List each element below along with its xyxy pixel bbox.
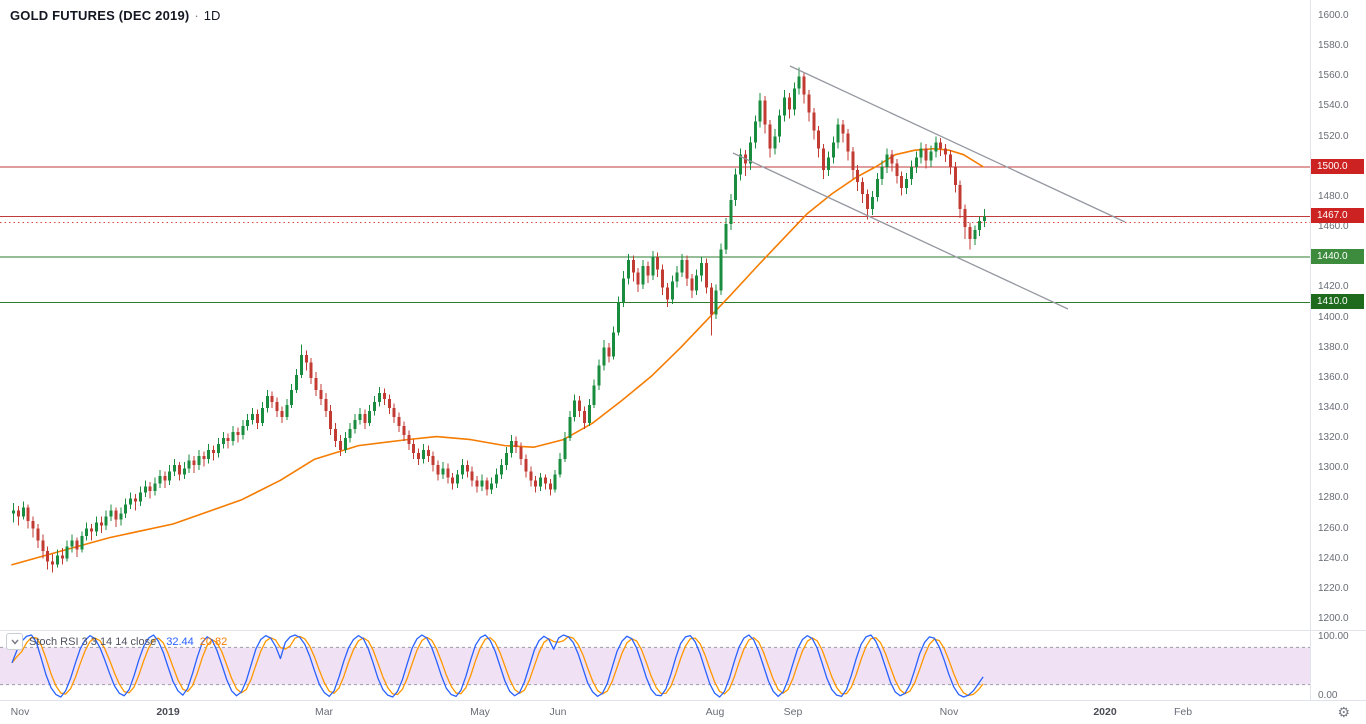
trend-channel-upper-line[interactable] <box>789 65 1126 223</box>
price-tick-label: 1480.0 <box>1318 191 1349 202</box>
stoch-d-value: 20.82 <box>199 635 228 648</box>
indicator-params: 3 3 14 14 close <box>81 635 157 648</box>
price-tick-label: 1580.0 <box>1318 40 1349 51</box>
pane-divider-axis <box>1311 630 1366 631</box>
legend-separator: · <box>194 8 199 23</box>
price-level-label: 1440.0 <box>1311 249 1364 264</box>
time-axis[interactable]: ⚙ Nov 2019 Mar May Jun Aug Sep Nov 2020 Feb <box>0 700 1366 724</box>
price-tick-label: 1420.0 <box>1318 281 1349 292</box>
stoch-k-value: 32.44 <box>166 635 194 648</box>
price-tick-label: 1200.0 <box>1318 613 1349 624</box>
price-tick-label: 1380.0 <box>1318 342 1349 353</box>
stoch-k-line[interactable] <box>11 634 984 698</box>
chart-canvas[interactable] <box>0 0 1366 700</box>
indicator-name: Stoch RSI <box>29 635 79 648</box>
time-tick-label: Mar <box>314 706 334 718</box>
moving-average-line[interactable] <box>11 147 984 566</box>
price-tick-label: 0.00 <box>1318 690 1338 701</box>
price-tick-label: 1540.0 <box>1318 100 1349 111</box>
indicator-collapse-button[interactable] <box>6 633 23 650</box>
chart-legend: GOLD FUTURES (DEC 2019) · 1D <box>10 8 220 23</box>
price-tick-label: 1560.0 <box>1318 70 1349 81</box>
price-level-label: 1467.0 <box>1311 208 1364 223</box>
price-tick-label: 1520.0 <box>1318 131 1349 142</box>
price-tick-label: 1360.0 <box>1318 372 1349 383</box>
indicator-legend: Stoch RSI 3 3 14 14 close 32.44 20.82 <box>6 633 227 650</box>
price-tick-label: 1300.0 <box>1318 462 1349 473</box>
time-tick-label: Aug <box>705 706 725 718</box>
trend-channel-lower-line[interactable] <box>732 152 1069 310</box>
price-tick-label: 1240.0 <box>1318 553 1349 564</box>
time-tick-label: Nov <box>939 706 959 718</box>
time-tick-label: 2020 <box>1093 706 1117 718</box>
time-tick-label: Nov <box>10 706 30 718</box>
price-tick-label: 1260.0 <box>1318 523 1349 534</box>
price-tick-label: 100.00 <box>1318 631 1349 642</box>
time-tick-label: Sep <box>783 706 803 718</box>
price-tick-label: 1600.0 <box>1318 10 1349 21</box>
price-tick-label: 1400.0 <box>1318 312 1349 323</box>
price-tick-label: 1320.0 <box>1318 432 1349 443</box>
time-tick-label: Jun <box>549 706 567 718</box>
time-tick-label: 2019 <box>156 706 180 718</box>
price-tick-label: 1280.0 <box>1318 492 1349 503</box>
price-axis[interactable]: 1600.0 1580.0 1560.0 1540.0 1520.0 1500.0 1480… <box>1310 0 1366 701</box>
price-level-label: 1500.0 <box>1311 159 1364 174</box>
price-tick-label: 1340.0 <box>1318 402 1349 413</box>
time-tick-label: May <box>470 706 490 718</box>
settings-gear-icon[interactable]: ⚙ <box>1337 704 1350 720</box>
chevron-down-icon <box>10 639 19 645</box>
price-tick-label: 1220.0 <box>1318 583 1349 594</box>
interval-label[interactable]: 1D <box>203 8 221 23</box>
indicator-title[interactable]: Stoch RSI 3 3 14 14 close <box>29 636 156 648</box>
stoch-d-line[interactable] <box>11 635 984 697</box>
price-level-label: 1410.0 <box>1311 294 1364 309</box>
symbol-title[interactable]: GOLD FUTURES (DEC 2019) <box>10 8 190 23</box>
stoch-band <box>0 647 1310 685</box>
price-tick-label: 1460.0 <box>1318 221 1349 232</box>
time-tick-label: Feb <box>1173 706 1193 718</box>
candlestick-series[interactable] <box>12 67 987 573</box>
